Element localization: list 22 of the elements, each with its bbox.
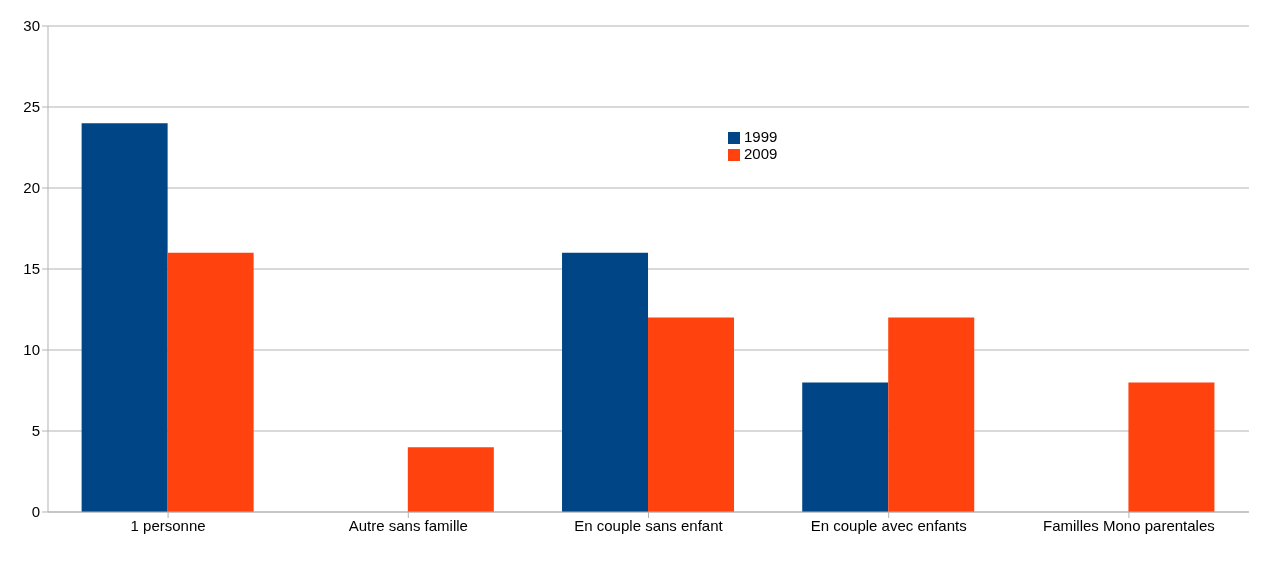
bar [81, 123, 168, 512]
y-tick-label: 20 [23, 179, 40, 197]
x-tick-label: En couple avec enfants [810, 516, 967, 534]
y-tick-label: 0 [31, 503, 40, 521]
legend-label: 1999 [744, 128, 778, 145]
bar [562, 252, 649, 512]
y-tick-label: 25 [23, 98, 40, 116]
bar [888, 317, 975, 512]
bar [1128, 382, 1215, 512]
y-tick-label: 10 [23, 341, 40, 359]
bar [407, 447, 494, 512]
bar [648, 317, 735, 512]
y-tick-label: 30 [23, 17, 40, 35]
y-tick-label: 5 [31, 422, 40, 440]
y-tick-label: 15 [23, 260, 40, 278]
bar [167, 252, 254, 512]
x-tick-label: En couple sans enfant [574, 516, 724, 534]
x-tick-label: 1 personne [130, 516, 206, 534]
legend-label: 2009 [744, 145, 778, 162]
bar [802, 382, 889, 512]
x-tick-label: Autre sans famille [348, 516, 468, 534]
x-tick-label: Familles Mono parentales [1043, 516, 1215, 534]
